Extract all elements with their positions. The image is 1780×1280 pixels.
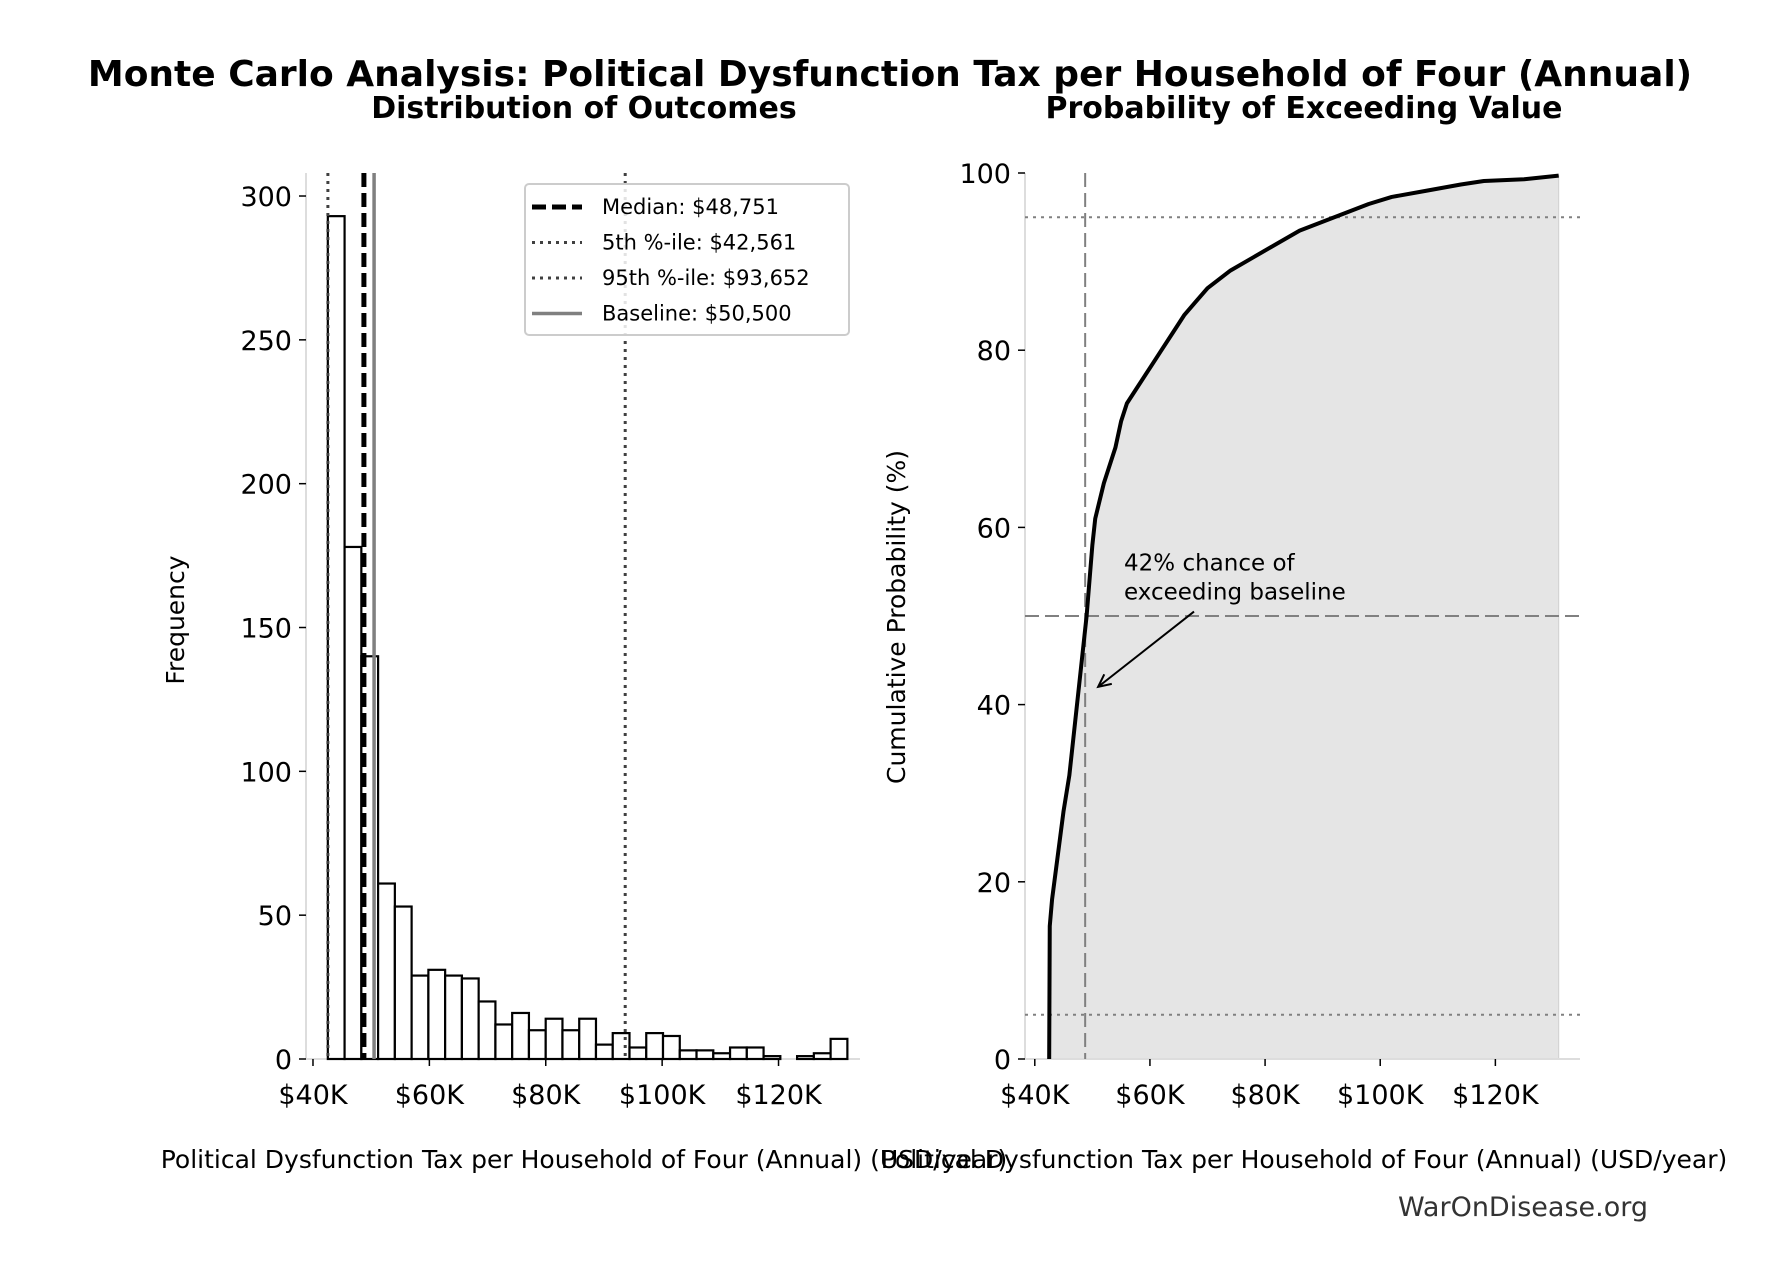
- histogram-bar: [594, 1043, 614, 1061]
- histogram-bar: [511, 1011, 531, 1061]
- histogram-bar: [695, 1049, 715, 1061]
- y-tick-label: 80: [977, 336, 1011, 367]
- left-subtitle: Distribution of Outcomes: [371, 91, 797, 126]
- figure-title: Monte Carlo Analysis: Political Dysfunct…: [88, 54, 1692, 95]
- legend-label: 5th %-ile: $42,561: [602, 231, 796, 255]
- x-tick-label: $60K: [1115, 1080, 1186, 1111]
- histogram-bar: [795, 1055, 815, 1061]
- x-tick-label: $80K: [511, 1080, 582, 1111]
- histogram-bar: [477, 1000, 497, 1061]
- legend-label: 95th %-ile: $93,652: [602, 266, 810, 290]
- histogram-bar: [410, 974, 430, 1061]
- y-tick-label: 100: [959, 159, 1011, 190]
- histogram-bar: [611, 1032, 631, 1061]
- x-tick-label: $80K: [1230, 1080, 1301, 1111]
- left-ylabel: Frequency: [161, 555, 190, 684]
- right-ylabel: Cumulative Probability (%): [882, 450, 911, 784]
- legend-label: Baseline: $50,500: [602, 302, 792, 326]
- legend: Median: $48,751 5th %-ile: $42,561 95th %-…: [524, 183, 850, 336]
- histogram-bar: [561, 1029, 581, 1061]
- footer-watermark: WarOnDisease.org: [1398, 1192, 1648, 1223]
- x-tick-label: $60K: [395, 1080, 466, 1111]
- y-tick-label: 300: [240, 182, 292, 213]
- histogram-bar: [762, 1055, 782, 1061]
- x-tick-label: $100K: [619, 1080, 707, 1111]
- histogram-bar: [460, 977, 480, 1061]
- x-tick-label: $40K: [1000, 1080, 1071, 1111]
- histogram-bar: [728, 1046, 748, 1061]
- histogram-bar: [745, 1046, 765, 1061]
- legend-box: [524, 183, 850, 336]
- histogram-bar: [812, 1052, 832, 1061]
- histogram-bar: [829, 1037, 849, 1061]
- histogram-bar: [326, 215, 346, 1061]
- cdf-fill-area: [1048, 175, 1560, 1060]
- y-tick-label: 0: [275, 1045, 292, 1076]
- histogram-bar: [578, 1017, 598, 1061]
- cdf-axes: $40K $60K $80K $100K $120K 0 20 40 60 80 100 42% ch…: [959, 159, 1580, 1111]
- y-tick-label: 60: [977, 513, 1011, 544]
- legend-label: Median: $48,751: [602, 195, 779, 219]
- x-tick-label: $40K: [278, 1080, 349, 1111]
- histogram-bar: [628, 1046, 648, 1061]
- histogram-bar: [661, 1034, 681, 1061]
- histogram-axes: $40K $60K $80K $100K $120K 0 50 100 150 200 250 300…: [240, 173, 860, 1111]
- y-tick-label: 0: [994, 1045, 1011, 1076]
- y-tick-label: 40: [977, 691, 1011, 722]
- y-tick-label: 200: [240, 470, 292, 501]
- histogram-bar: [712, 1052, 732, 1061]
- histogram-bar: [427, 968, 447, 1061]
- y-tick-label: 250: [240, 326, 292, 357]
- histogram-bar: [527, 1029, 547, 1061]
- annotation-text-line2: exceeding baseline: [1124, 580, 1346, 606]
- histogram-bar: [678, 1049, 698, 1061]
- cdf-line: [1047, 173, 1559, 1060]
- x-tick-label: $120K: [1452, 1080, 1540, 1111]
- histogram-bar: [377, 882, 396, 1061]
- histogram-bar: [444, 974, 463, 1061]
- histogram-bar: [544, 1017, 564, 1061]
- histogram-bar: [343, 545, 363, 1061]
- left-xlabel: Political Dysfunction Tax per Household …: [161, 1145, 1008, 1174]
- histogram-bar: [645, 1032, 665, 1061]
- annotation-text-line1: 42% chance of: [1124, 551, 1296, 577]
- y-tick-label: 100: [240, 757, 292, 788]
- histogram-bar: [494, 1023, 514, 1061]
- x-tick-label: $100K: [1337, 1080, 1425, 1111]
- annotation-arrowhead: [1096, 673, 1113, 689]
- y-tick-label: 20: [977, 868, 1011, 899]
- annotation-arrow: [1097, 610, 1195, 688]
- histogram-bar: [393, 905, 413, 1061]
- y-tick-label: 150: [240, 614, 292, 645]
- y-tick-label: 50: [258, 901, 292, 932]
- right-xlabel: Political Dysfunction Tax per Household …: [881, 1145, 1728, 1174]
- x-tick-label: $120K: [735, 1080, 823, 1111]
- right-subtitle: Probability of Exceeding Value: [1045, 91, 1562, 126]
